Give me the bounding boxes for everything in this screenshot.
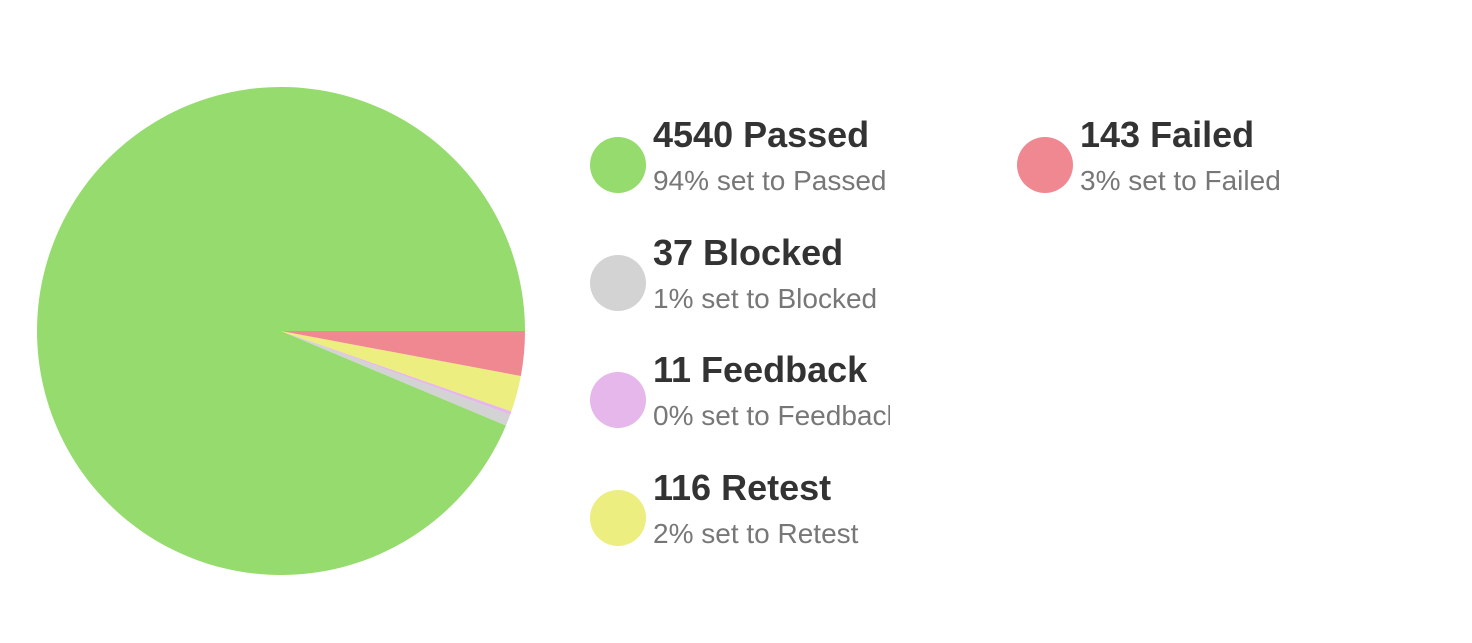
legend-label: 11 Feedback bbox=[653, 349, 868, 390]
legend-subtitle: 1% set to Blocked bbox=[653, 283, 878, 314]
pie-slice bbox=[281, 331, 521, 412]
legend-subtitle: 0% set to Feedback bbox=[653, 400, 890, 431]
legend-swatch bbox=[1017, 137, 1073, 193]
legend-text: 116 Retest 2% set to Retest bbox=[653, 464, 890, 554]
legend-label: 37 Blocked bbox=[653, 232, 844, 273]
legend-swatch bbox=[590, 372, 646, 428]
legend-text: 143 Failed 3% set to Failed bbox=[1080, 111, 1472, 201]
legend-swatch bbox=[590, 490, 646, 546]
legend-subtitle: 2% set to Retest bbox=[653, 518, 859, 549]
pie bbox=[37, 86, 526, 575]
legend-swatch bbox=[590, 255, 646, 311]
pie-slice bbox=[281, 331, 511, 426]
legend-text: 11 Feedback 0% set to Feedback bbox=[653, 346, 890, 436]
legend-label: 143 Failed bbox=[1080, 114, 1255, 155]
legend-subtitle: 94% set to Passed bbox=[653, 165, 887, 196]
pie-slice bbox=[281, 331, 512, 415]
pie-slice bbox=[281, 331, 525, 376]
pie-slice bbox=[37, 86, 526, 575]
legend-label: 4540 Passed bbox=[653, 114, 870, 155]
legend-text: 4540 Passed 94% set to Passed bbox=[653, 111, 890, 201]
legend-subtitle: 3% set to Failed bbox=[1080, 165, 1281, 196]
legend-swatch bbox=[590, 137, 646, 193]
legend-text: 37 Blocked 1% set to Blocked bbox=[653, 229, 890, 319]
legend-label: 116 Retest bbox=[653, 467, 832, 508]
